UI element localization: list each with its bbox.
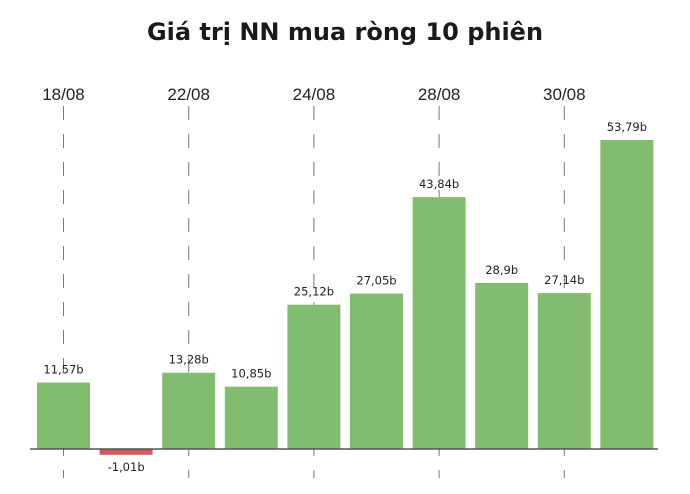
data-label-4: 10,85b <box>231 367 271 381</box>
bar-10 <box>600 140 654 449</box>
chart-title: Giá trị NN mua ròng 10 phiên <box>146 18 544 46</box>
tick-label-18-08: 18/08 <box>42 85 85 104</box>
bar-5 <box>287 304 341 449</box>
bar-6 <box>350 293 403 449</box>
bar-1 <box>37 382 90 449</box>
tick-label-28-08: 28/08 <box>418 85 461 104</box>
data-label-6: 27,05b <box>356 274 396 288</box>
data-label-7: 43,84b <box>419 177 459 191</box>
data-label-10: 53,79b <box>607 120 647 134</box>
data-label-8: 28,9b <box>485 263 518 277</box>
bar-7 <box>412 197 466 449</box>
tick-label-22-08: 22/08 <box>167 85 210 104</box>
bar-3 <box>162 372 216 449</box>
bar-9 <box>537 293 591 449</box>
bar-8 <box>475 282 529 449</box>
bar-4 <box>224 386 278 449</box>
tick-label-24-08: 24/08 <box>293 85 336 104</box>
data-label-2: -1,01b <box>108 460 145 474</box>
tick-label-30-08: 30/08 <box>543 85 586 104</box>
data-label-9: 27,14b <box>544 273 584 287</box>
bar-2 <box>99 449 153 455</box>
data-label-5: 25,12b <box>294 285 334 299</box>
data-label-1: 11,57b <box>43 363 83 377</box>
data-label-3: 13,28b <box>169 353 209 367</box>
